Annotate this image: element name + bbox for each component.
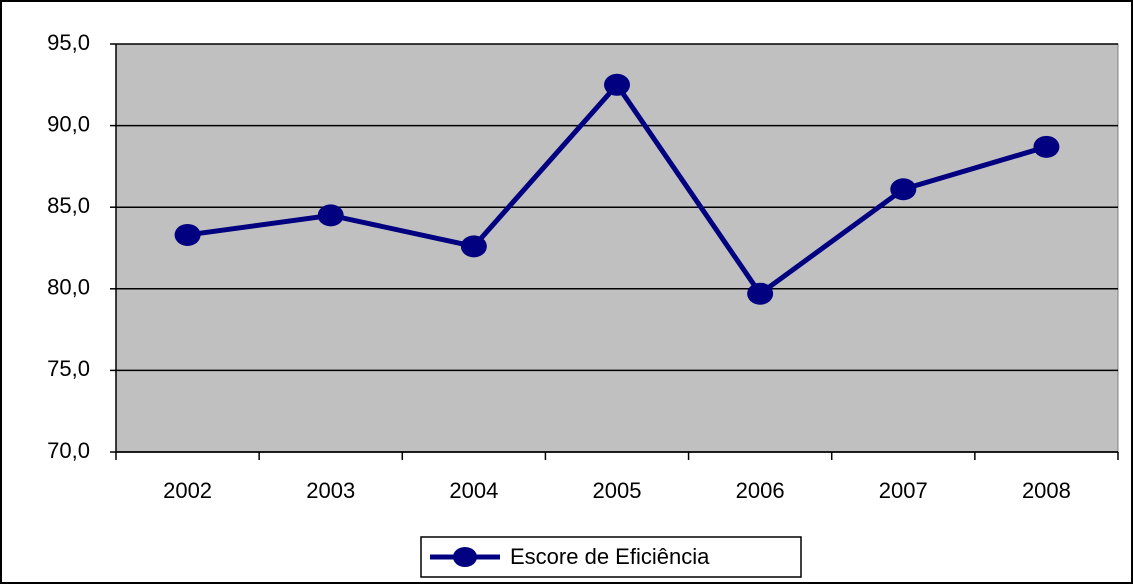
y-tick-label: 95,0: [47, 30, 90, 55]
x-tick-label: 2005: [593, 478, 642, 503]
legend-marker: [453, 547, 477, 567]
legend-box: [420, 536, 802, 578]
x-tick-label: 2003: [306, 478, 355, 503]
legend-label: Escore de Eficiência: [510, 544, 710, 569]
data-point: [174, 223, 201, 246]
x-tick-label: 2008: [1022, 478, 1071, 503]
x-tick-label: 2006: [736, 478, 785, 503]
x-tick-label: 2004: [449, 478, 498, 503]
data-point: [460, 235, 487, 258]
x-tick-label: 2007: [879, 478, 928, 503]
y-tick-label: 70,0: [47, 438, 90, 463]
y-tick-label: 90,0: [47, 111, 90, 136]
data-point: [604, 73, 630, 96]
x-tick-label: 2002: [163, 478, 212, 503]
plot-area: [115, 43, 1119, 453]
y-tick-label: 75,0: [47, 356, 90, 381]
data-point: [890, 178, 917, 201]
data-point: [317, 204, 344, 227]
y-tick-label: 80,0: [47, 275, 90, 300]
y-tick-label: 85,0: [47, 193, 90, 218]
data-point: [747, 282, 774, 305]
data-point: [1033, 135, 1060, 158]
